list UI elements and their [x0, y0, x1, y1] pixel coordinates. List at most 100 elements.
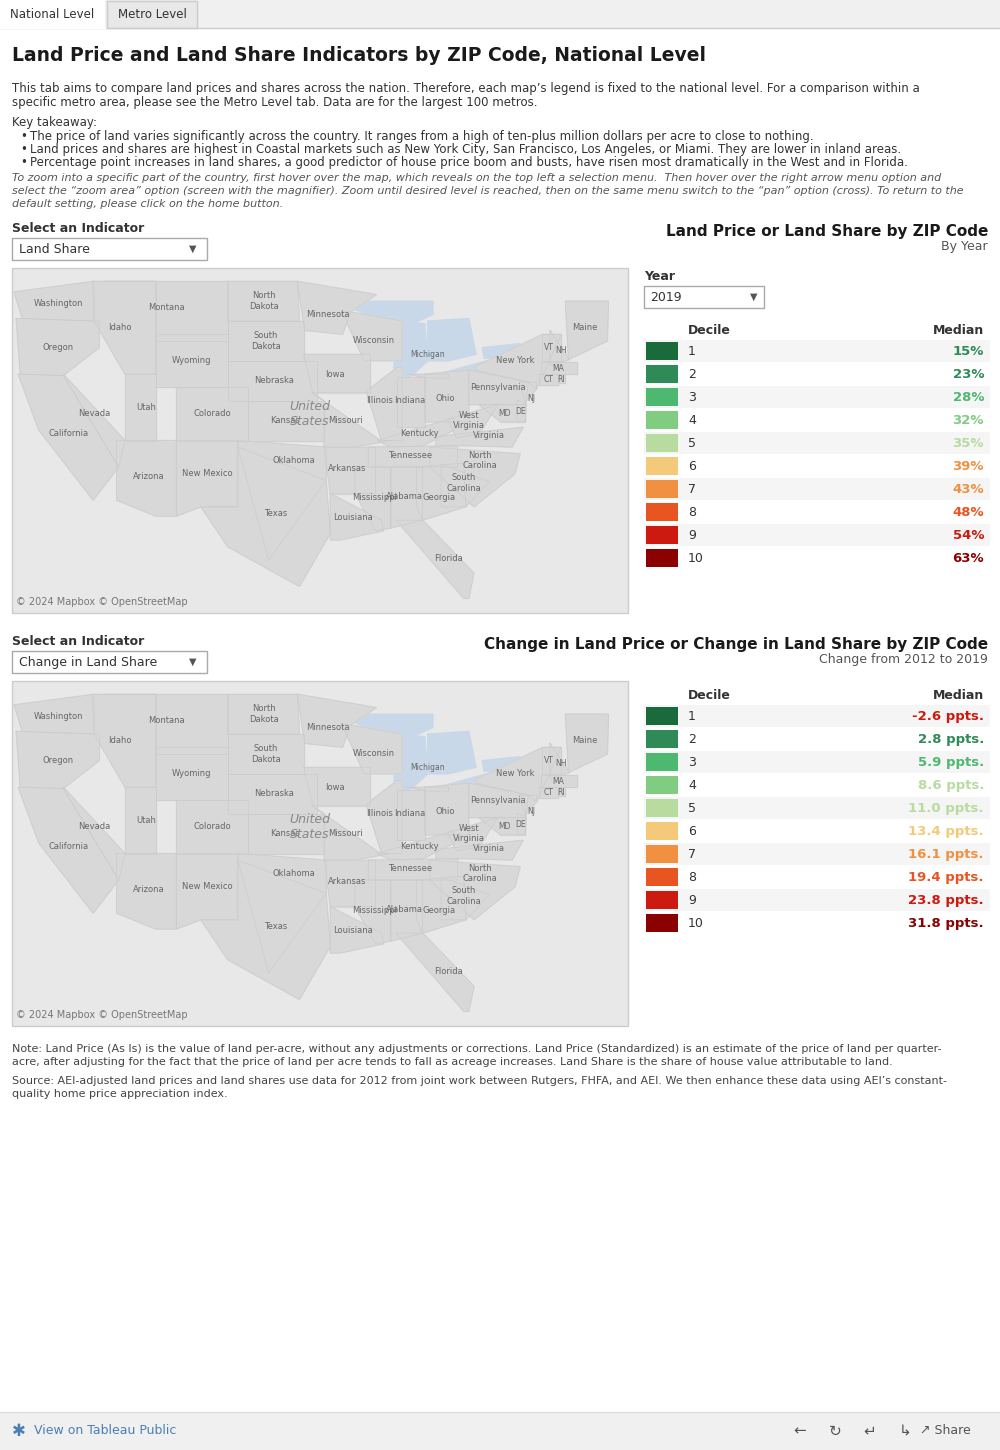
Bar: [644, 339, 990, 362]
Bar: [646, 526, 678, 544]
Polygon shape: [342, 724, 402, 774]
Text: Wyoming: Wyoming: [172, 357, 211, 365]
Bar: [644, 821, 990, 842]
Polygon shape: [428, 731, 476, 774]
Text: Minnesota: Minnesota: [306, 310, 350, 319]
Text: To zoom into a specific part of the country, first hover over the map, which rev: To zoom into a specific part of the coun…: [12, 173, 941, 183]
Text: 63%: 63%: [952, 552, 984, 566]
Text: Iowa: Iowa: [326, 370, 345, 378]
Text: MA: MA: [552, 364, 564, 373]
Polygon shape: [125, 374, 156, 441]
Text: 28%: 28%: [952, 392, 984, 405]
Text: 8: 8: [688, 871, 696, 884]
Text: •: •: [20, 144, 27, 157]
Polygon shape: [304, 354, 370, 393]
Text: Select an Indicator: Select an Indicator: [12, 635, 144, 648]
Polygon shape: [565, 302, 608, 360]
Text: Tennessee: Tennessee: [388, 864, 432, 873]
Text: 39%: 39%: [952, 460, 984, 473]
Text: 1: 1: [688, 710, 696, 724]
Polygon shape: [117, 441, 176, 516]
Text: Illinois: Illinois: [366, 396, 393, 405]
Polygon shape: [550, 331, 569, 365]
Text: Note: Land Price (As Is) is the value of land per-acre, without any adjustments : Note: Land Price (As Is) is the value of…: [12, 1044, 942, 1054]
Text: MD: MD: [499, 409, 511, 419]
Polygon shape: [539, 374, 558, 384]
Polygon shape: [366, 367, 402, 441]
Text: Oklahoma: Oklahoma: [273, 455, 316, 465]
Text: California: California: [48, 842, 89, 851]
Text: Iowa: Iowa: [326, 783, 345, 792]
Polygon shape: [469, 783, 528, 818]
Text: 54%: 54%: [952, 529, 984, 542]
Text: Kansas: Kansas: [270, 829, 300, 838]
Bar: [644, 478, 990, 500]
Text: Nebraska: Nebraska: [254, 377, 294, 386]
Text: Montana: Montana: [148, 303, 184, 312]
Text: RI: RI: [557, 376, 565, 384]
Text: Texas: Texas: [264, 509, 287, 518]
Text: Maine: Maine: [572, 323, 598, 332]
Polygon shape: [397, 377, 425, 428]
Text: VT: VT: [544, 755, 554, 766]
Polygon shape: [228, 281, 299, 320]
Bar: [646, 410, 678, 429]
Bar: [646, 799, 678, 816]
Text: -2.6 ppts.: -2.6 ppts.: [912, 710, 984, 724]
Text: Washington: Washington: [33, 712, 83, 721]
Polygon shape: [104, 695, 228, 754]
Text: Kentucky: Kentucky: [400, 842, 439, 851]
Polygon shape: [396, 521, 474, 599]
Text: California: California: [48, 429, 89, 438]
Bar: [644, 705, 990, 726]
Text: ▼: ▼: [189, 657, 197, 667]
Text: 2: 2: [688, 734, 696, 745]
Text: MA: MA: [552, 777, 564, 786]
Text: NH: NH: [556, 345, 567, 355]
Text: 13.4 ppts.: 13.4 ppts.: [908, 825, 984, 838]
Polygon shape: [201, 860, 330, 999]
Polygon shape: [92, 281, 156, 374]
Text: 7: 7: [688, 848, 696, 861]
Text: Utah: Utah: [137, 403, 156, 412]
Bar: [107, 1, 197, 28]
Polygon shape: [355, 467, 391, 531]
Text: Land Price or Land Share by ZIP Code: Land Price or Land Share by ZIP Code: [666, 223, 988, 239]
Text: Utah: Utah: [137, 816, 156, 825]
Bar: [646, 890, 678, 909]
Text: Median: Median: [933, 689, 984, 702]
Text: ↗ Share: ↗ Share: [920, 1424, 970, 1437]
Bar: [646, 869, 678, 886]
Text: DE: DE: [515, 407, 526, 416]
Text: Florida: Florida: [434, 554, 463, 563]
Bar: [644, 798, 990, 819]
Text: Source: AEI-adjusted land prices and land shares use data for 2012 from joint wo: Source: AEI-adjusted land prices and lan…: [12, 1076, 947, 1086]
Text: Colorado: Colorado: [193, 822, 231, 831]
Text: West
Virginia: West Virginia: [453, 410, 485, 431]
Text: New Mexico: New Mexico: [182, 882, 232, 892]
Text: Ohio: Ohio: [436, 806, 455, 815]
Bar: [646, 480, 678, 497]
Text: By Year: By Year: [941, 241, 988, 252]
Text: Metro Level: Metro Level: [118, 7, 186, 20]
Bar: [12, 651, 207, 673]
Polygon shape: [312, 393, 391, 447]
Polygon shape: [391, 467, 423, 528]
Bar: [644, 842, 990, 866]
Polygon shape: [430, 860, 520, 919]
Text: Virginia: Virginia: [473, 844, 505, 853]
Polygon shape: [550, 744, 569, 777]
Polygon shape: [391, 880, 423, 941]
Polygon shape: [479, 405, 525, 422]
Bar: [646, 708, 678, 725]
Text: Washington: Washington: [33, 299, 83, 309]
Polygon shape: [228, 695, 299, 734]
Polygon shape: [16, 731, 99, 789]
Polygon shape: [330, 493, 384, 539]
Polygon shape: [542, 747, 561, 774]
Bar: [644, 286, 764, 307]
Polygon shape: [368, 445, 458, 467]
Polygon shape: [176, 854, 238, 929]
Bar: [644, 502, 990, 523]
Polygon shape: [238, 854, 326, 973]
